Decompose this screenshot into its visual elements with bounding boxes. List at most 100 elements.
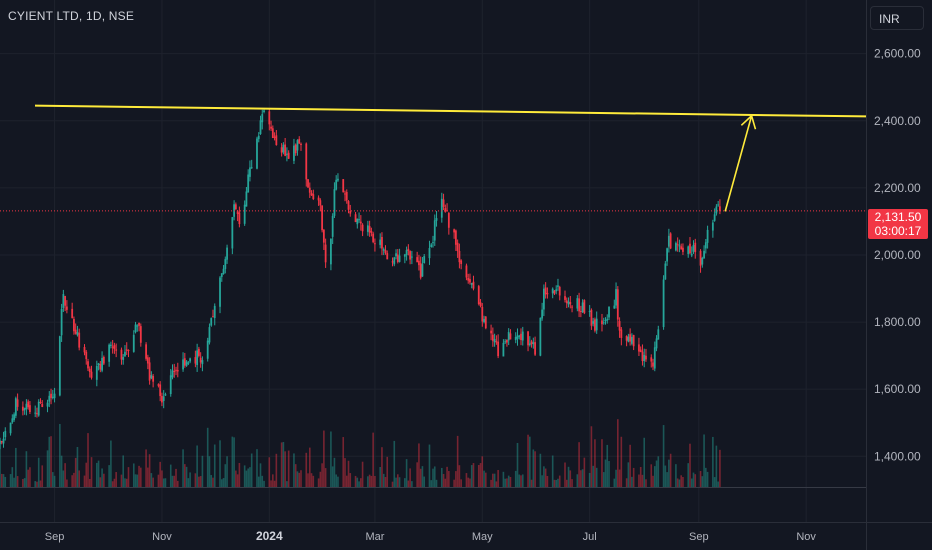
candle-body	[675, 243, 677, 251]
volume-bar	[198, 476, 200, 487]
volume-bar	[404, 478, 406, 487]
volume-bar	[333, 457, 336, 487]
volume-bar	[527, 434, 529, 487]
candle-body	[41, 403, 44, 407]
volume-bar	[553, 479, 556, 487]
candle-body	[115, 349, 118, 351]
volume-bar	[138, 465, 140, 487]
volume-bar	[690, 478, 693, 487]
volume-bar	[632, 467, 635, 487]
candle-body	[270, 126, 272, 129]
candle-body	[335, 179, 338, 190]
candle-body	[581, 302, 584, 313]
volume-bars	[0, 419, 721, 487]
candle-body	[293, 145, 295, 161]
volume-bar	[541, 475, 543, 487]
candle-body	[590, 309, 593, 326]
candle-body	[197, 348, 200, 356]
candle-body	[386, 253, 389, 260]
volume-bar	[296, 471, 299, 487]
volume-bar	[294, 464, 297, 487]
volume-bar	[592, 465, 594, 487]
volume-bar	[184, 464, 186, 487]
candle-body	[655, 338, 658, 349]
volume-bar	[715, 445, 718, 487]
candle-body	[569, 302, 572, 305]
candle-body	[101, 357, 103, 371]
volume-bar	[224, 464, 227, 487]
candle-body	[579, 311, 582, 313]
volume-bar	[653, 466, 656, 487]
volume-bar	[162, 478, 165, 487]
volume-bar	[208, 456, 211, 487]
candle-body	[481, 306, 484, 322]
volume-bar	[608, 461, 610, 487]
candle-body	[99, 363, 102, 370]
candle-body	[74, 329, 77, 334]
candle-body	[65, 306, 68, 310]
candle-body	[268, 111, 271, 125]
candle-body	[495, 341, 498, 343]
candle-body	[157, 384, 160, 386]
candle-body	[680, 246, 683, 250]
volume-bar	[101, 468, 103, 487]
volume-bar	[36, 481, 38, 487]
volume-bar	[194, 473, 197, 487]
volume-bar	[0, 473, 3, 487]
candle-body	[553, 290, 556, 294]
candle-body	[608, 306, 610, 318]
candle-body	[571, 306, 573, 308]
volume-bar	[113, 478, 116, 487]
candle-body	[470, 282, 473, 285]
volume-bar	[90, 457, 93, 487]
volume-bar	[507, 475, 510, 487]
candle-body	[219, 277, 221, 307]
arrow-head-icon	[740, 114, 757, 130]
candle-body	[50, 393, 52, 398]
candle-body	[419, 263, 422, 278]
candle-body	[224, 259, 227, 269]
candle-body	[370, 231, 373, 233]
volume-bar	[231, 436, 234, 487]
candle-body	[539, 317, 542, 356]
volume-bar	[514, 470, 517, 487]
candle-body	[73, 319, 75, 332]
volume-bar	[479, 463, 482, 487]
volume-bar	[680, 475, 682, 487]
volume-bar	[460, 479, 462, 487]
volume-bar	[99, 477, 102, 487]
volume-bar	[41, 465, 44, 487]
volume-bar	[652, 475, 654, 487]
candle-body	[653, 347, 656, 369]
volume-bar	[381, 447, 383, 487]
candle-body	[398, 255, 401, 262]
candle-body	[652, 362, 654, 367]
currency-button[interactable]: INR	[870, 6, 924, 30]
volume-bar	[235, 470, 237, 487]
volume-bar	[111, 481, 114, 487]
candle-body	[344, 193, 346, 195]
volume-bar	[504, 478, 506, 487]
candle-body	[564, 296, 566, 300]
volume-bar	[263, 480, 265, 487]
volume-bar	[243, 465, 246, 487]
volume-bar	[23, 478, 26, 487]
volume-bar	[136, 474, 139, 487]
candle-body	[342, 179, 345, 193]
bar-countdown: 03:00:17	[874, 224, 922, 238]
candle-body	[34, 412, 37, 414]
volume-bar	[60, 455, 63, 487]
volume-bar	[273, 480, 276, 487]
volume-bar	[310, 473, 313, 487]
volume-bar	[703, 434, 705, 487]
candle-body	[310, 193, 313, 196]
candle-body	[395, 253, 397, 257]
volume-bar	[358, 481, 360, 487]
candle-body	[530, 341, 533, 345]
volume-bar	[185, 466, 188, 487]
volume-bar	[682, 476, 684, 487]
volume-bar	[477, 465, 480, 487]
volume-bar	[430, 480, 433, 487]
candle-body	[701, 257, 704, 265]
